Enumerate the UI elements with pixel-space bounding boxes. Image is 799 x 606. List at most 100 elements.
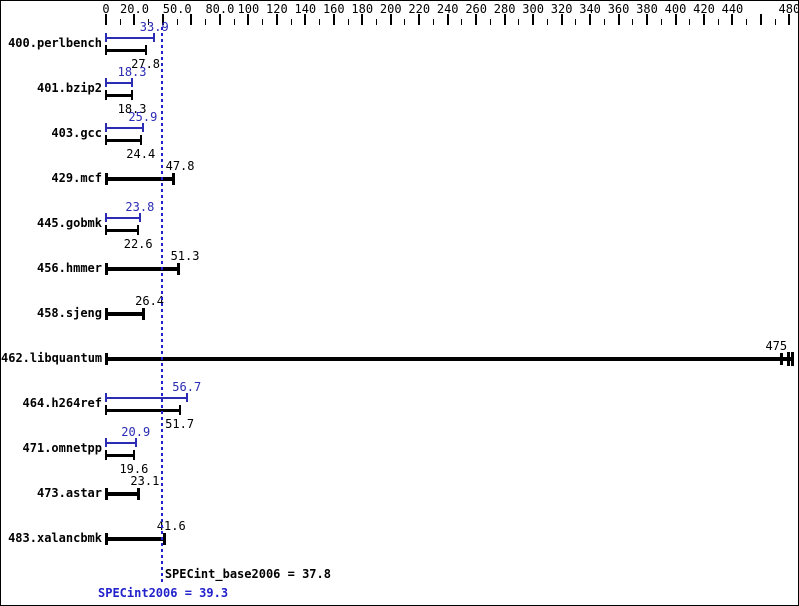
peak-value-label: 56.7 — [172, 380, 202, 394]
axis-tick — [774, 19, 776, 25]
peak-value-label: 18.3 — [117, 65, 147, 79]
axis-tick — [290, 19, 292, 25]
base-value-label: 51.3 — [170, 249, 200, 263]
axis-tick — [176, 19, 178, 25]
axis-tick-label: 340 — [579, 2, 601, 16]
benchmark-label: 464.h264ref — [22, 396, 102, 410]
axis-tick — [660, 19, 662, 25]
base-bar-end-cap — [136, 488, 140, 500]
axis-tick — [632, 19, 634, 25]
axis-tick — [560, 14, 563, 25]
base-bar-left-cap — [105, 90, 107, 100]
base-bar — [106, 537, 166, 541]
peak-bar — [106, 37, 155, 39]
axis-tick — [717, 19, 719, 25]
axis-tick-label: 100 — [237, 2, 260, 16]
axis-tick — [361, 14, 364, 25]
base-bar — [106, 454, 134, 457]
axis-tick — [247, 14, 250, 25]
base-value-label: 41.6 — [156, 519, 186, 533]
axis-tick — [332, 14, 335, 25]
axis-tick — [190, 14, 193, 25]
peak-bar-left-cap — [105, 33, 107, 42]
benchmark-label: 458.sjeng — [36, 306, 102, 320]
peak-bar-end-cap — [134, 438, 137, 447]
base-mean-label: SPECint_base2006 = 37.8 — [164, 567, 331, 581]
peak-bar — [106, 82, 133, 84]
peak-value-label: 20.9 — [121, 425, 151, 439]
benchmark-label: 403.gcc — [51, 126, 102, 140]
peak-bar — [106, 217, 140, 219]
axis-tick — [702, 14, 705, 25]
base-bar-end-cap — [141, 308, 145, 320]
axis-tick — [418, 14, 421, 25]
axis-tick — [376, 19, 377, 25]
axis-tick-label: 440 — [721, 2, 744, 16]
axis-tick-label: 0 — [102, 2, 110, 16]
axis-tick — [161, 14, 164, 25]
benchmark-label: 473.astar — [36, 486, 102, 500]
peak-bar-end-cap — [141, 123, 144, 132]
axis-tick — [389, 14, 392, 25]
axis-tick — [674, 14, 677, 25]
base-bar-left-cap — [105, 135, 107, 145]
base-bar — [106, 94, 133, 97]
axis-tick — [304, 14, 307, 25]
axis-tick-label: 480 — [778, 2, 799, 16]
benchmark-label: 401.bzip2 — [36, 81, 102, 95]
axis-tick-label: 80.0 — [205, 2, 235, 16]
base-bar-left-cap — [105, 263, 108, 275]
peak-bar-left-cap — [105, 213, 107, 222]
base-bar-left-cap — [105, 225, 107, 235]
axis-tick — [446, 14, 449, 25]
axis-tick — [503, 14, 506, 25]
axis-tick — [518, 19, 520, 25]
axis-tick-label: 320 — [550, 2, 573, 16]
axis-tick — [347, 19, 349, 25]
axis-tick — [617, 14, 620, 25]
axis-tick — [489, 19, 491, 25]
axis-tick — [218, 14, 221, 25]
peak-bar — [106, 397, 187, 399]
base-value-label: 475 — [765, 339, 788, 353]
base-bar-end-cap — [178, 405, 181, 415]
axis-tick-label: 120 — [266, 2, 288, 16]
axis-tick-label: 260 — [465, 2, 488, 16]
peak-bar-end-cap — [185, 393, 188, 402]
benchmark-label: 483.xalancbmk — [8, 531, 102, 545]
axis-tick-label: 360 — [607, 2, 630, 16]
axis-tick — [205, 19, 207, 25]
benchmark-label: 445.gobmk — [36, 216, 102, 230]
axis-tick — [119, 19, 121, 25]
axis-tick-label: 300 — [522, 2, 544, 16]
base-bar-left-cap — [105, 488, 108, 500]
base-bar-end-cap — [177, 263, 181, 275]
base-value-label: 23.1 — [130, 474, 160, 488]
benchmark-label: 429.mcf — [51, 171, 102, 185]
base-bar-left-cap — [105, 308, 108, 320]
benchmark-label: 456.hmmer — [36, 261, 102, 275]
base-bar-left-cap — [105, 353, 108, 365]
peak-bar-left-cap — [105, 393, 107, 402]
axis-tick — [233, 19, 235, 25]
axis-tick — [603, 19, 605, 25]
axis-tick-label: 280 — [493, 2, 516, 16]
peak-bar-left-cap — [105, 78, 107, 87]
axis-tick — [759, 14, 762, 25]
peak-value-label: 25.9 — [128, 110, 158, 124]
benchmark-label: 400.perlbench — [8, 36, 102, 50]
base-bar-end-cap — [132, 450, 135, 460]
peak-bar — [106, 442, 136, 444]
peak-mean-label: SPECint2006 = 39.3 — [98, 586, 229, 600]
base-bar — [106, 312, 144, 316]
base-bar-left-cap — [105, 45, 107, 55]
base-bar — [106, 267, 180, 271]
peak-bar-end-cap — [138, 213, 141, 222]
base-bar — [106, 177, 175, 181]
base-value-label: 22.6 — [123, 237, 153, 251]
base-bar-left-cap — [105, 450, 107, 460]
base-bar — [106, 139, 141, 142]
peak-bar-left-cap — [105, 438, 107, 447]
axis-tick — [575, 19, 577, 25]
